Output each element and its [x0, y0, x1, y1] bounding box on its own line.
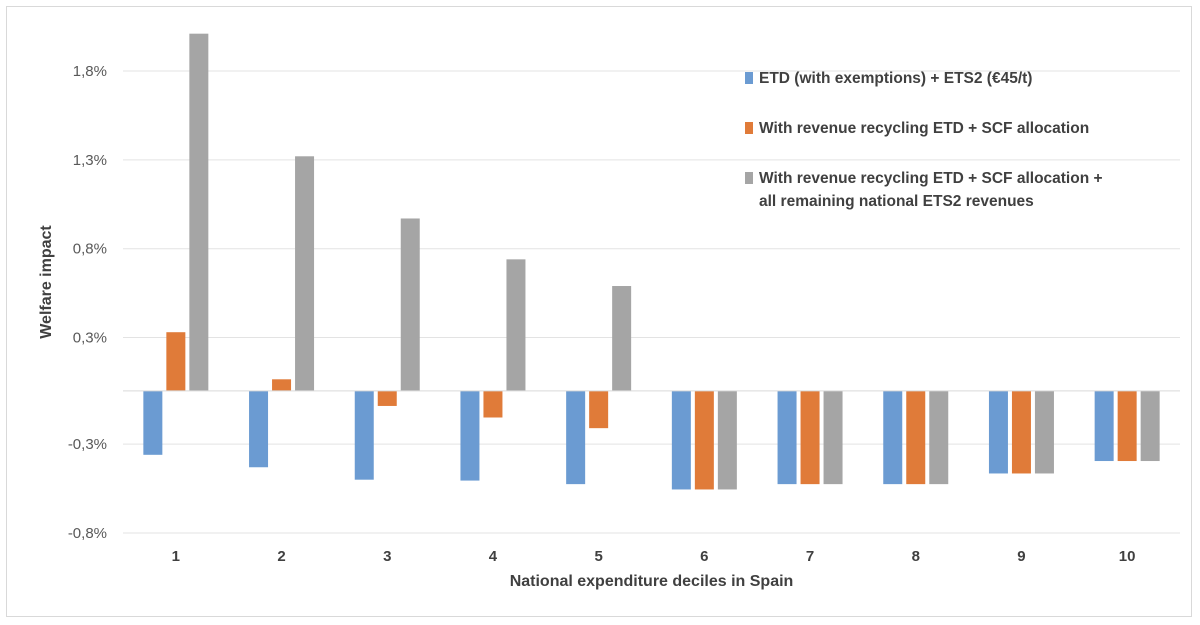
legend-label: ETD (with exemptions) + ETS2 (€45/t)	[759, 70, 1032, 87]
legend-label: all remaining national ETS2 revenues	[759, 193, 1034, 210]
bar-series2-decile-8	[906, 390, 926, 485]
bar-series1-decile-6	[671, 390, 691, 490]
bar-series2-decile-9	[1011, 390, 1031, 474]
bar-series2-decile-1	[166, 332, 186, 391]
legend-swatch	[745, 172, 753, 184]
x-tick-label: 3	[383, 548, 391, 565]
legend-label: With revenue recycling ETD + SCF allocat…	[759, 170, 1103, 187]
y-axis-ticks: -0,8% -0,3% 0,3% 0,8% 1,3% 1,8%	[68, 63, 107, 542]
x-tick-label: 7	[806, 548, 814, 565]
bar-series3-decile-2	[295, 156, 315, 391]
bar-series2-decile-4	[483, 390, 503, 418]
y-tick-label: 0,8%	[73, 241, 107, 258]
bar-series1-decile-3	[354, 390, 374, 480]
bar-series1-decile-9	[988, 390, 1008, 474]
bar-series3-decile-3	[400, 218, 420, 391]
x-tick-label: 4	[489, 548, 498, 565]
y-tick-label: 1,8%	[73, 63, 107, 80]
legend-swatch	[745, 122, 753, 134]
bar-series1-decile-7	[777, 390, 797, 485]
bar-series3-decile-10	[1140, 390, 1160, 462]
x-tick-label: 1	[172, 548, 180, 565]
x-axis-ticks: 1 2 3 4 5 6 7 8 9 10	[172, 548, 1136, 565]
bar-series1-decile-4	[460, 390, 480, 481]
y-axis-title: Welfare impact	[38, 225, 55, 339]
bar-series1-decile-10	[1094, 390, 1114, 462]
bar-series1-decile-2	[249, 390, 269, 468]
bar-series2-decile-2	[272, 379, 292, 391]
y-tick-label: -0,8%	[68, 525, 107, 542]
y-tick-label: 1,3%	[73, 152, 107, 169]
bar-series1-decile-8	[883, 390, 903, 485]
bar-series3-decile-9	[1034, 390, 1054, 474]
bar-series3-decile-7	[823, 390, 843, 485]
bar-series1-decile-1	[143, 390, 163, 455]
x-tick-label: 10	[1119, 548, 1136, 565]
x-tick-label: 8	[912, 548, 920, 565]
bar-series3-decile-6	[717, 390, 737, 490]
bar-series2-decile-10	[1117, 390, 1137, 462]
bar-series2-decile-7	[800, 390, 820, 485]
x-axis-title: National expenditure deciles in Spain	[510, 573, 794, 590]
bar-series3-decile-8	[929, 390, 949, 485]
bar-series2-decile-5	[589, 390, 609, 429]
bars	[143, 33, 1160, 490]
legend-swatch	[745, 72, 753, 84]
x-tick-label: 6	[700, 548, 708, 565]
x-tick-label: 2	[277, 548, 285, 565]
bar-series2-decile-6	[694, 390, 714, 490]
legend-label: With revenue recycling ETD + SCF allocat…	[759, 120, 1089, 137]
x-tick-label: 5	[594, 548, 602, 565]
y-tick-label: -0,3%	[68, 436, 107, 453]
bar-series2-decile-3	[377, 390, 397, 406]
bar-series3-decile-5	[612, 286, 632, 391]
x-tick-label: 9	[1017, 548, 1025, 565]
bar-series3-decile-1	[189, 33, 209, 391]
legend: ETD (with exemptions) + ETS2 (€45/t) With…	[745, 70, 1103, 210]
bar-series3-decile-4	[506, 259, 526, 391]
y-tick-label: 0,3%	[73, 330, 107, 347]
bar-series1-decile-5	[566, 390, 586, 485]
